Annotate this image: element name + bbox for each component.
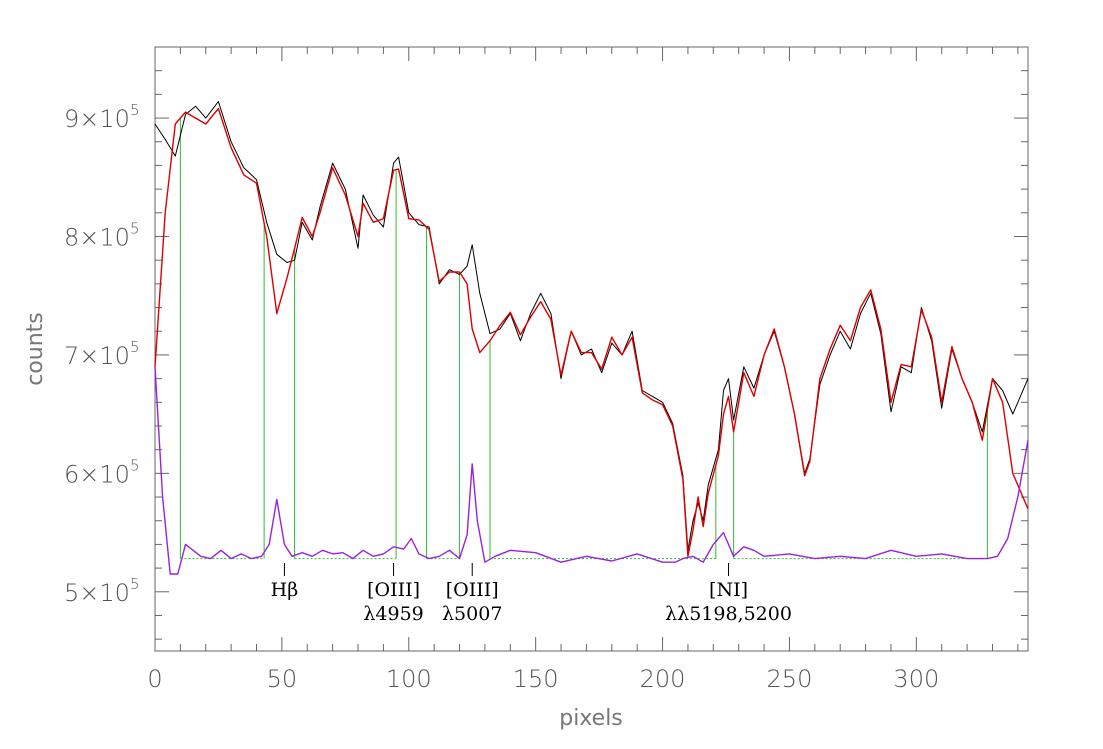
x-tick-label: 150 — [513, 665, 559, 693]
continuum-lines — [179, 118, 988, 560]
x-tick-labels: 0 50 100 150 200 250 300 — [147, 665, 939, 693]
line-annotations: Hβ [OIII]λ4959[OIII]λ5007[NI]λλ5198,5200 — [271, 563, 792, 625]
y-tick-label: 5×105 — [64, 575, 139, 607]
annotation-label: Hβ — [271, 579, 299, 601]
y-axis-title: counts — [23, 312, 48, 386]
spectrum-series — [154, 101, 1029, 575]
x-tick-label: 100 — [386, 665, 432, 693]
annotation-label: λλ5198,5200 — [665, 603, 792, 625]
x-tick-label: 300 — [893, 665, 939, 693]
annotation-label: λ5007 — [442, 603, 502, 625]
y-tick-label: 6×105 — [64, 456, 139, 488]
annotation-label: [OIII] — [367, 579, 420, 601]
y-tick-labels: 5×105 6×105 7×105 8×105 9×105 — [64, 101, 139, 607]
x-tick-label: 0 — [147, 665, 162, 693]
y-tick-label: 9×105 — [64, 101, 139, 133]
annotation-label: [OIII] — [446, 579, 499, 601]
x-axis-title: pixels — [559, 706, 623, 731]
x-tick-label: 50 — [267, 665, 298, 693]
y-tick-label: 7×105 — [64, 338, 139, 370]
axis-ticks — [154, 46, 1028, 651]
plot-frame — [154, 46, 1029, 652]
annotation-label: [NI] — [709, 579, 748, 601]
residual-line — [154, 366, 1029, 575]
annotation-label: λ4959 — [363, 603, 423, 625]
x-tick-label: 200 — [640, 665, 686, 693]
observed-spectrum-line — [154, 101, 1029, 551]
y-tick-label: 8×105 — [64, 219, 139, 251]
x-tick-label: 250 — [767, 665, 813, 693]
fitted-spectrum-line — [154, 107, 1029, 557]
